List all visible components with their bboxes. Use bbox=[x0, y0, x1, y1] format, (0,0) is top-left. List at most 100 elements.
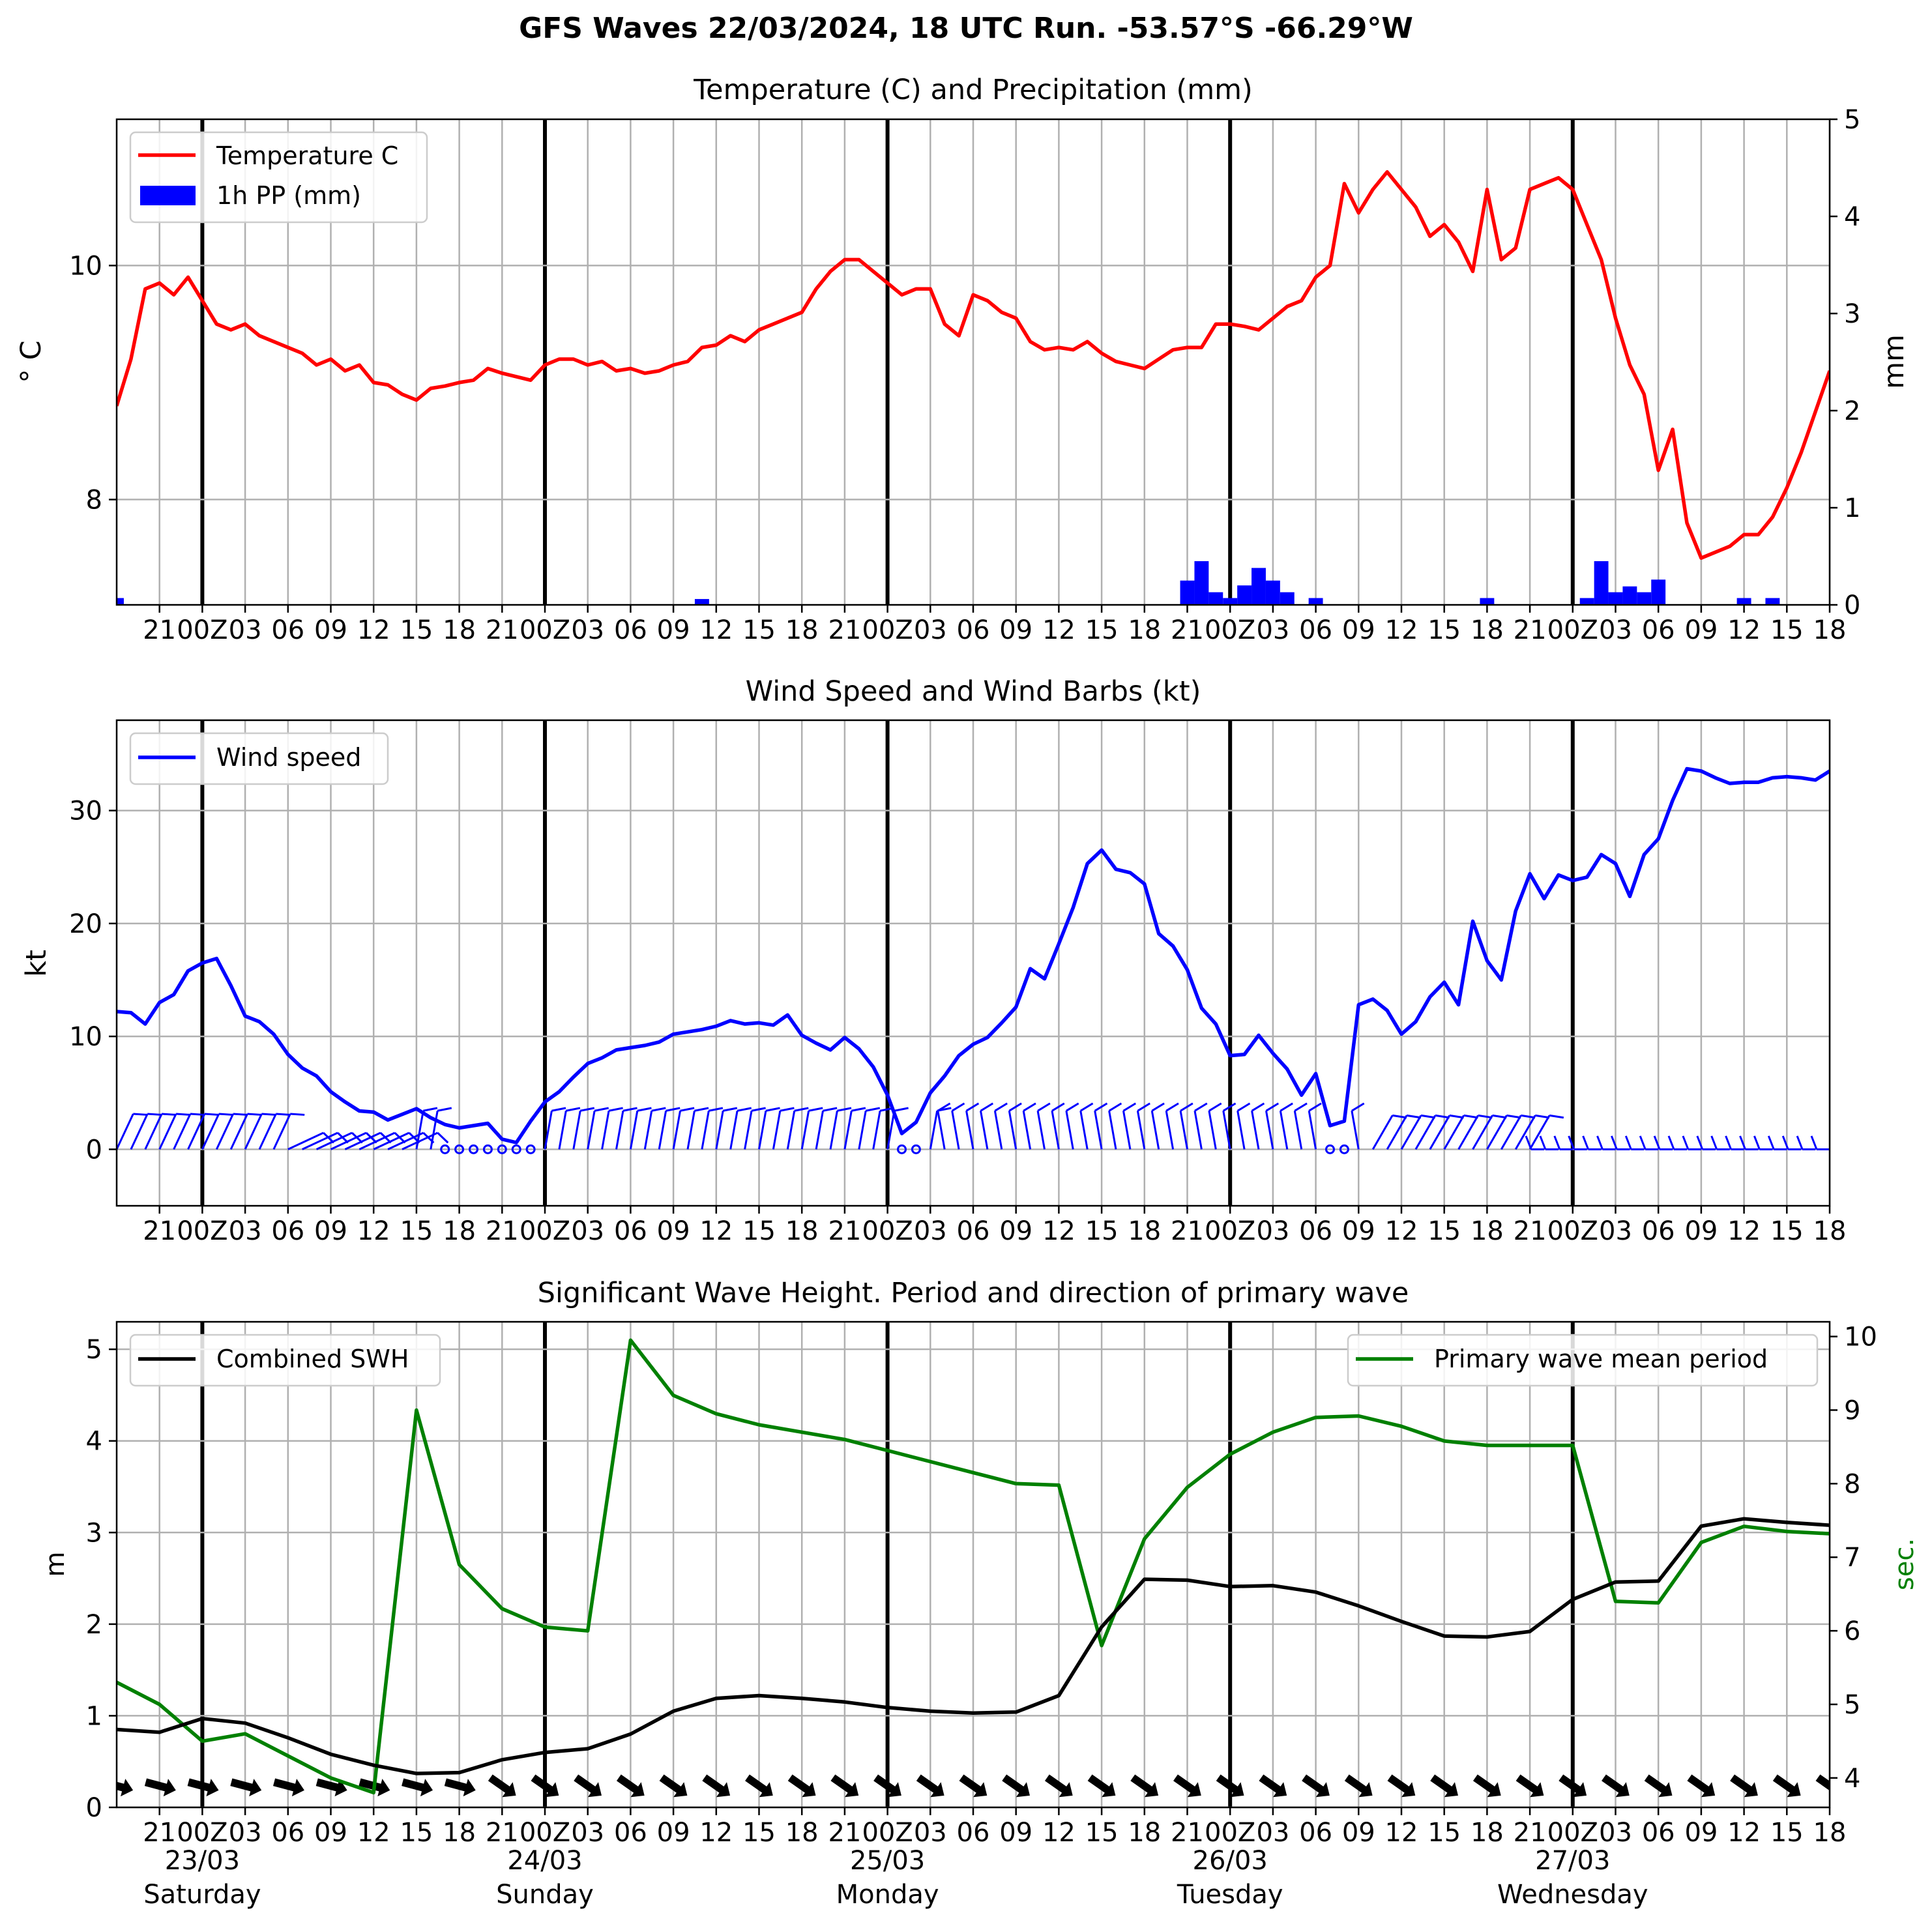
x-tick-label: 06 bbox=[957, 1818, 990, 1848]
wind-barb-feather bbox=[1534, 1114, 1550, 1119]
main-title: GFS Waves 22/03/2024, 18 UTC Run. -53.57… bbox=[519, 12, 1413, 45]
x-tick-label: 03 bbox=[1599, 615, 1632, 645]
wind-barb bbox=[1486, 1115, 1508, 1150]
wind-barb-feather bbox=[276, 1113, 291, 1116]
wind-barb bbox=[965, 1111, 974, 1150]
wind-barb bbox=[800, 1111, 810, 1150]
wind-barb bbox=[1150, 1111, 1160, 1150]
y-tick-label: 10 bbox=[69, 251, 102, 281]
x-tick-label: 06 bbox=[271, 1818, 304, 1848]
legend-label-wind: Wind speed bbox=[216, 743, 361, 772]
x-tick-label: 09 bbox=[1342, 1818, 1375, 1848]
wave-direction-arrow bbox=[574, 1774, 602, 1798]
x-tick-label: 18 bbox=[1813, 1216, 1847, 1246]
wind-barb-feather bbox=[1710, 1135, 1718, 1150]
x-tick-label: 03 bbox=[1599, 1818, 1632, 1848]
day-date-label: 26/03 bbox=[1193, 1846, 1268, 1876]
x-tick-label: 15 bbox=[1427, 615, 1461, 645]
wind-barb bbox=[1108, 1111, 1117, 1150]
wind-barb bbox=[615, 1111, 624, 1150]
x-tick-label: 00Z bbox=[1547, 615, 1598, 645]
y-tick-label: 8 bbox=[86, 485, 102, 515]
precip-bar bbox=[1265, 580, 1280, 605]
wind-barb-calm bbox=[911, 1144, 921, 1154]
x-tick-label: 18 bbox=[443, 615, 476, 645]
precip-bar bbox=[1194, 561, 1209, 605]
wind-barb bbox=[601, 1111, 610, 1150]
x-tick-label: 09 bbox=[1684, 1818, 1718, 1848]
wind-barb-feather bbox=[994, 1102, 1008, 1112]
precip-bar bbox=[1594, 561, 1609, 605]
wind-barb-feather bbox=[162, 1113, 177, 1116]
x-tick-label: 12 bbox=[1042, 615, 1076, 645]
x-tick-label: 15 bbox=[1085, 615, 1119, 645]
wind-barb-feather bbox=[594, 1107, 609, 1112]
wind-barb-feather bbox=[1294, 1102, 1308, 1112]
wind-barb-feather bbox=[1392, 1114, 1407, 1119]
wave-direction-arrow bbox=[959, 1774, 988, 1798]
wind-speed-line bbox=[117, 766, 1830, 1145]
y-tick-label-right: 4 bbox=[1844, 202, 1860, 232]
wind-barb bbox=[772, 1111, 782, 1150]
wind-barb-feather bbox=[290, 1113, 305, 1116]
wave-direction-arrow bbox=[702, 1774, 731, 1798]
wind-barb bbox=[643, 1111, 653, 1150]
y-tick-label: 0 bbox=[86, 1135, 102, 1165]
x-tick-label: 18 bbox=[1128, 1216, 1161, 1246]
x-tick-label: 09 bbox=[1342, 615, 1375, 645]
wind-barb bbox=[1386, 1115, 1408, 1150]
wave-direction-arrow bbox=[444, 1778, 476, 1797]
wind-barb bbox=[951, 1111, 960, 1150]
wind-barb-feather bbox=[1596, 1135, 1603, 1150]
wind-barb bbox=[430, 1111, 439, 1150]
wave-direction-arrow bbox=[187, 1778, 219, 1797]
wave-direction-arrow bbox=[1515, 1774, 1544, 1798]
wind-barb-feather bbox=[1767, 1135, 1775, 1150]
day-date-label: 25/03 bbox=[850, 1846, 925, 1876]
wind-barb bbox=[686, 1111, 695, 1150]
wind-barb-feather bbox=[1682, 1135, 1690, 1150]
legend-swatch-precip bbox=[140, 186, 196, 205]
precip-bar bbox=[1480, 598, 1495, 605]
wind-barb bbox=[886, 1111, 896, 1150]
wind-barb bbox=[130, 1113, 149, 1150]
x-tick-label: 12 bbox=[1385, 615, 1418, 645]
wave-direction-arrow bbox=[1430, 1774, 1458, 1798]
precip-bar bbox=[1208, 592, 1223, 605]
legend-box bbox=[1347, 1334, 1819, 1387]
wind-barb-feather bbox=[1611, 1135, 1618, 1150]
y-tick-label-right: 0 bbox=[1844, 591, 1860, 620]
wind-barb-feather bbox=[637, 1107, 652, 1112]
wave-direction-arrow bbox=[916, 1774, 944, 1798]
x-tick-label: 06 bbox=[614, 1216, 647, 1246]
wind-barb-feather bbox=[794, 1107, 809, 1112]
wind-barb-feather bbox=[937, 1102, 951, 1112]
day-weekday-label: Sunday bbox=[496, 1880, 594, 1910]
wind-barb-feather bbox=[233, 1113, 248, 1116]
wind-barb-feather bbox=[1549, 1114, 1564, 1119]
wave-direction-arrow bbox=[1559, 1774, 1587, 1798]
wind-barb bbox=[729, 1111, 739, 1150]
x-tick-label: 03 bbox=[229, 1216, 262, 1246]
wind-barb-feather bbox=[1696, 1135, 1704, 1150]
x-tick-label: 06 bbox=[957, 615, 990, 645]
day-weekday-label: Monday bbox=[836, 1880, 939, 1910]
y-tick-label-right: 9 bbox=[1844, 1395, 1860, 1425]
wind-barb bbox=[1051, 1111, 1060, 1150]
wave-direction-arrow bbox=[745, 1774, 773, 1798]
wind-barb-feather bbox=[175, 1113, 191, 1116]
wind-barb-feather bbox=[1265, 1102, 1280, 1112]
wave-direction-arrow bbox=[1173, 1774, 1201, 1798]
wave-direction-arrow bbox=[1644, 1774, 1673, 1798]
wind-barb bbox=[215, 1113, 235, 1150]
wind-barb-feather bbox=[579, 1107, 595, 1112]
wind-barb bbox=[715, 1111, 724, 1150]
wind-barb bbox=[1293, 1111, 1303, 1150]
wind-barb-feather bbox=[1506, 1114, 1521, 1119]
wave-direction-arrow bbox=[659, 1774, 688, 1798]
wind-barb-feather bbox=[218, 1113, 233, 1116]
precip-bar bbox=[1180, 580, 1195, 605]
wind-barb bbox=[658, 1111, 667, 1150]
wind-barb-feather bbox=[1539, 1135, 1547, 1150]
